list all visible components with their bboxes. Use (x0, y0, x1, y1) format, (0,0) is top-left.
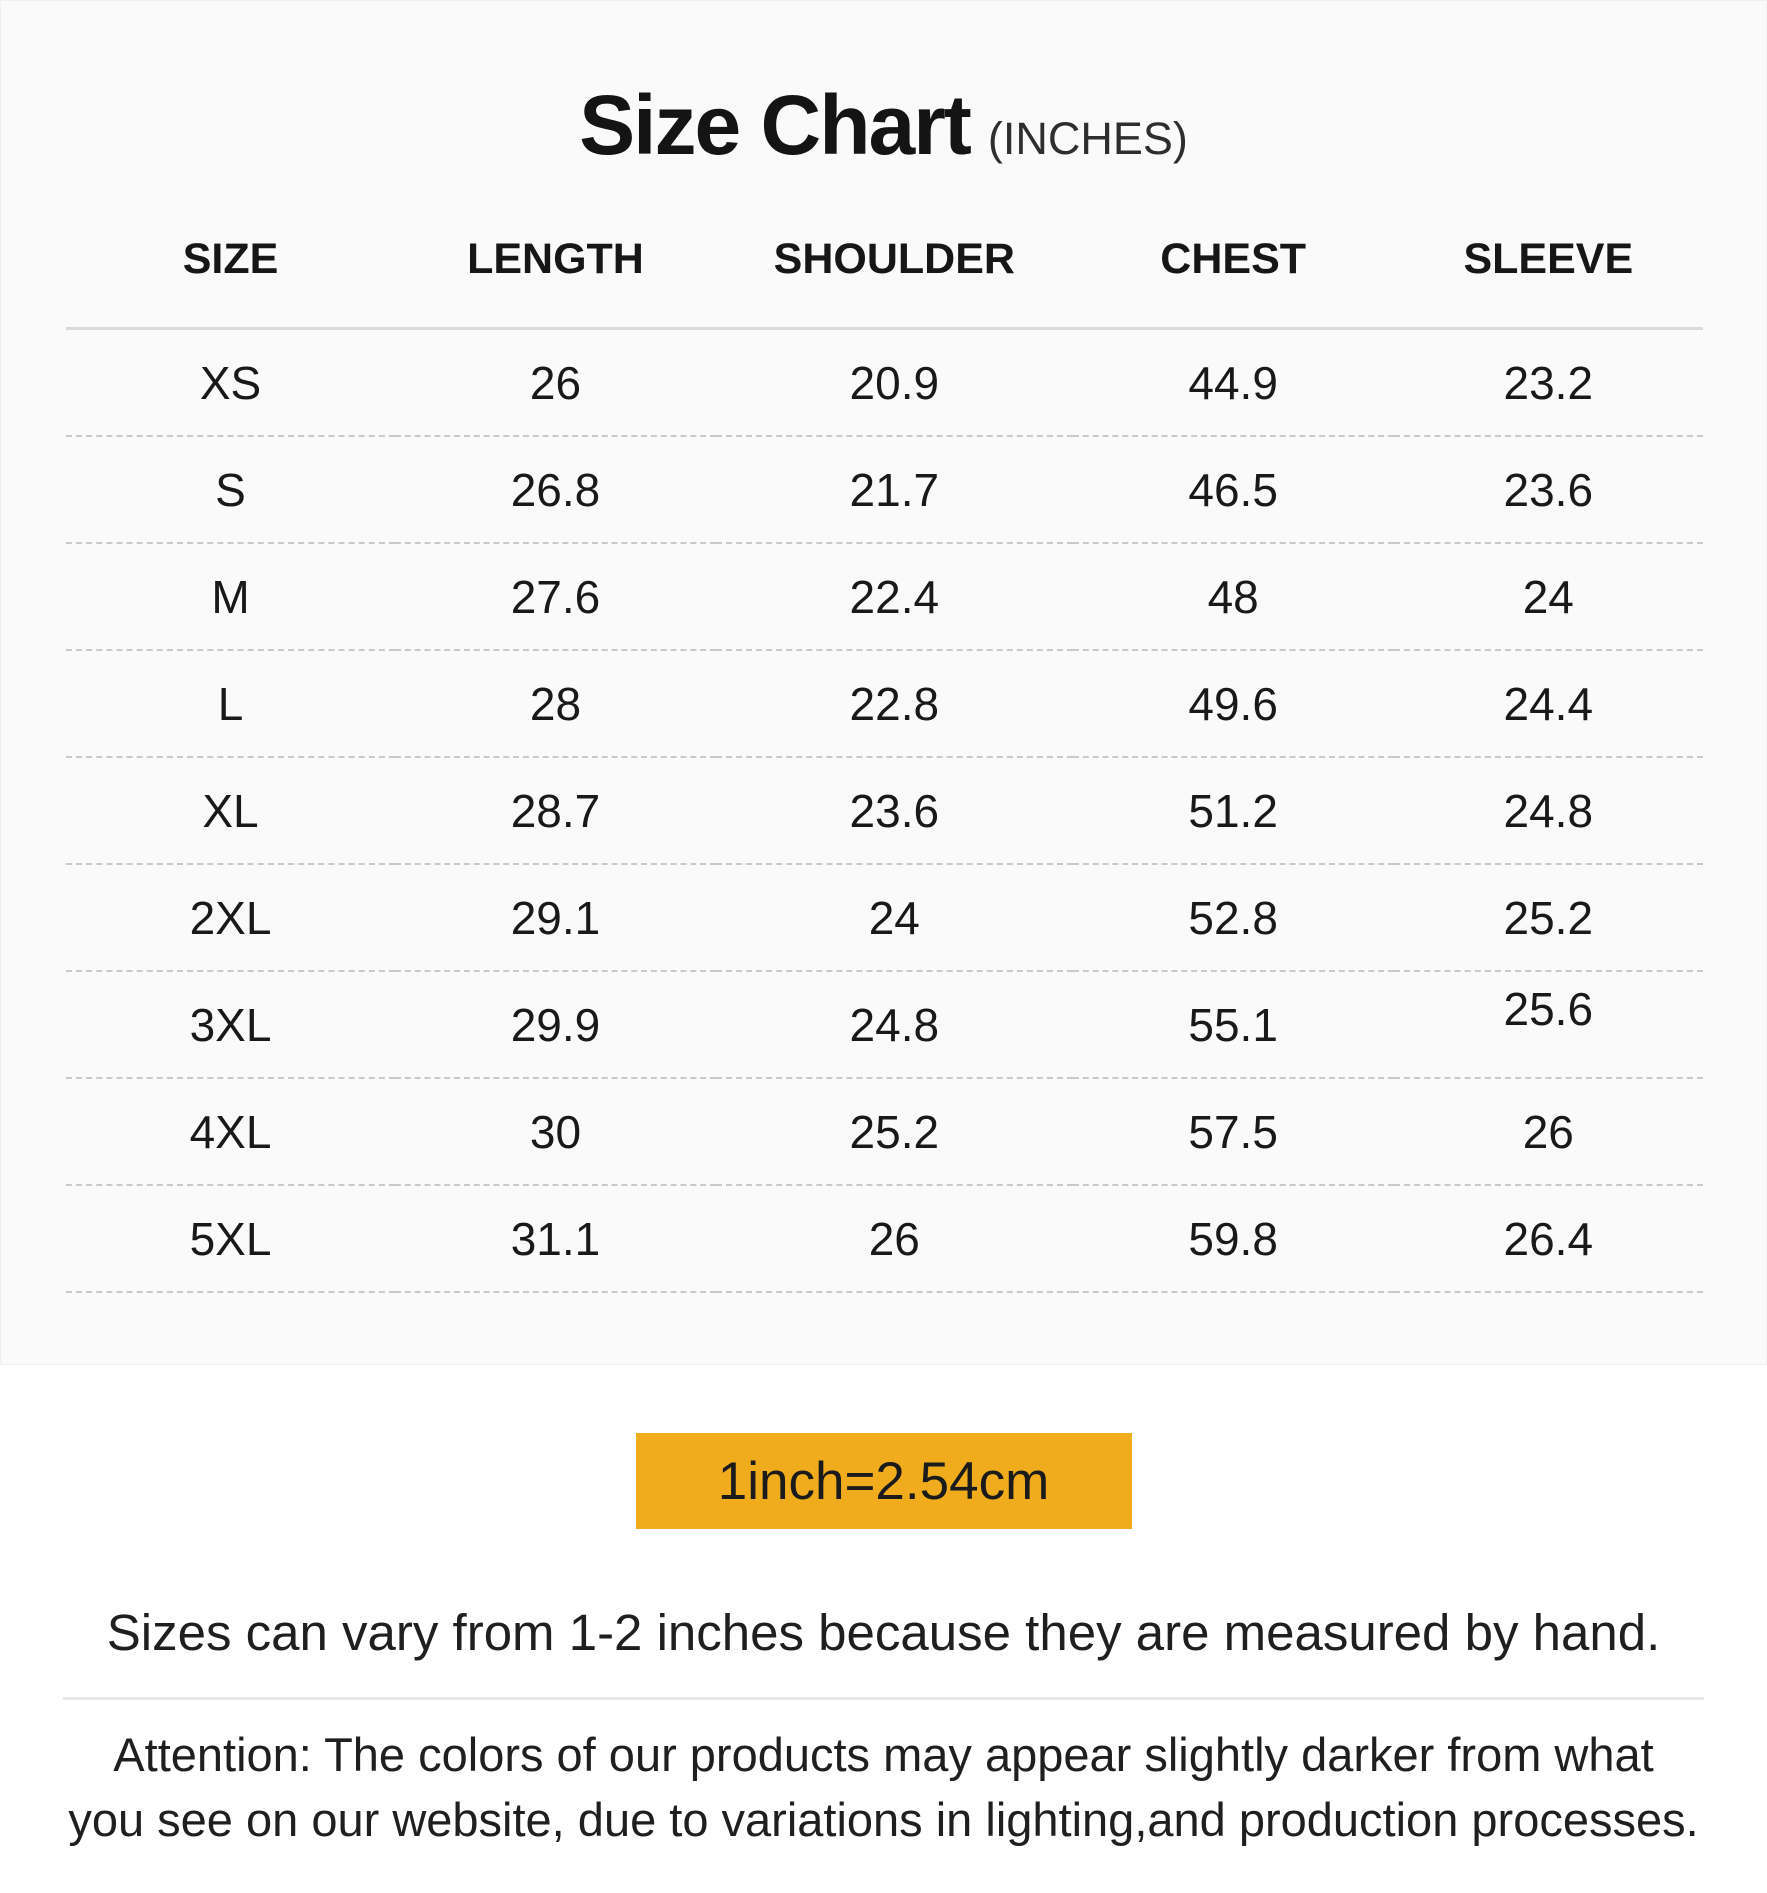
chest-value: 59.8 (1072, 1185, 1394, 1293)
table-row: XL 28.7 23.6 51.2 24.8 (66, 757, 1703, 865)
column-header-sleeve: SLEEVE (1393, 192, 1703, 330)
size-label: 5XL (66, 1185, 396, 1293)
size-label: 2XL (66, 864, 396, 972)
size-table-header: SIZE LENGTH SHOULDER CHEST SLEEVE (66, 192, 1703, 330)
attention-note: Attention: The colors of our products ma… (0, 1722, 1767, 1852)
chest-value: 52.8 (1072, 864, 1394, 972)
length-value: 31.1 (395, 1185, 716, 1293)
header-row: SIZE LENGTH SHOULDER CHEST SLEEVE (66, 192, 1703, 330)
title-unit-note: (INCHES) (987, 113, 1188, 164)
table-row: 2XL 29.1 24 52.8 25.2 (66, 864, 1703, 972)
size-label: XS (66, 328, 396, 437)
conversion-badge: 1inch=2.54cm (635, 1433, 1132, 1529)
chest-value: 51.2 (1072, 757, 1394, 865)
divider-line (63, 1697, 1704, 1700)
table-row: S 26.8 21.7 46.5 23.6 (66, 436, 1703, 544)
length-value: 29.1 (395, 864, 716, 972)
sleeve-value: 25.6 (1393, 971, 1703, 1079)
table-row: M 27.6 22.4 48 24 (66, 543, 1703, 651)
size-table: SIZE LENGTH SHOULDER CHEST SLEEVE XS 26 … (66, 192, 1703, 1293)
length-value: 27.6 (395, 543, 716, 651)
sleeve-value: 26.4 (1393, 1185, 1703, 1293)
size-table-body: XS 26 20.9 44.9 23.2 S 26.8 21.7 46.5 23… (66, 328, 1703, 1293)
chest-value: 49.6 (1072, 650, 1394, 758)
sleeve-value: 23.2 (1393, 328, 1703, 437)
length-value: 26.8 (395, 436, 716, 544)
conversion-badge-wrap: 1inch=2.54cm (0, 1433, 1767, 1529)
column-header-size: SIZE (66, 192, 396, 330)
sleeve-value: 24.4 (1393, 650, 1703, 758)
column-header-length: LENGTH (395, 192, 716, 330)
shoulder-value: 22.4 (715, 543, 1073, 651)
table-row: 3XL 29.9 24.8 55.1 25.6 (66, 971, 1703, 1079)
table-row: 5XL 31.1 26 59.8 26.4 (66, 1185, 1703, 1293)
size-label: M (66, 543, 396, 651)
sleeve-value: 24.8 (1393, 757, 1703, 865)
chest-value: 44.9 (1072, 328, 1394, 437)
size-label: L (66, 650, 396, 758)
size-label: 3XL (66, 971, 396, 1079)
chest-value: 57.5 (1072, 1078, 1394, 1186)
table-row: XS 26 20.9 44.9 23.2 (66, 328, 1703, 437)
length-value: 26 (395, 328, 716, 437)
attention-line-1: Attention: The colors of our products ma… (113, 1728, 1654, 1781)
chest-value: 55.1 (1072, 971, 1394, 1079)
shoulder-value: 24 (715, 864, 1073, 972)
sleeve-value: 25.2 (1393, 864, 1703, 972)
shoulder-value: 25.2 (715, 1078, 1073, 1186)
footer-section: 1inch=2.54cm Sizes can vary from 1-2 inc… (0, 1365, 1767, 1852)
size-chart-card: Size Chart (INCHES) SIZE LENGTH SHOULDER … (0, 0, 1767, 1365)
shoulder-value: 26 (715, 1185, 1073, 1293)
length-value: 30 (395, 1078, 716, 1186)
table-row: 4XL 30 25.2 57.5 26 (66, 1078, 1703, 1186)
sleeve-value: 23.6 (1393, 436, 1703, 544)
sleeve-value: 26 (1393, 1078, 1703, 1186)
shoulder-value: 24.8 (715, 971, 1073, 1079)
shoulder-value: 20.9 (715, 328, 1073, 437)
page-title: Size Chart (INCHES) (1, 1, 1766, 174)
chest-value: 48 (1072, 543, 1394, 651)
table-row: L 28 22.8 49.6 24.4 (66, 650, 1703, 758)
shoulder-value: 22.8 (715, 650, 1073, 758)
chest-value: 46.5 (1072, 436, 1394, 544)
hand-measure-note: Sizes can vary from 1-2 inches because t… (106, 1604, 1661, 1661)
column-header-chest: CHEST (1072, 192, 1394, 330)
length-value: 28.7 (395, 757, 716, 865)
column-header-shoulder: SHOULDER (715, 192, 1073, 330)
shoulder-value: 23.6 (715, 757, 1073, 865)
shoulder-value: 21.7 (715, 436, 1073, 544)
sleeve-value: 24 (1393, 543, 1703, 651)
title-text: Size Chart (579, 78, 972, 172)
length-value: 28 (395, 650, 716, 758)
length-value: 29.9 (395, 971, 716, 1079)
attention-line-2: you see on our website, due to variation… (68, 1793, 1699, 1846)
size-label: XL (66, 757, 396, 865)
size-label: S (66, 436, 396, 544)
size-label: 4XL (66, 1078, 396, 1186)
